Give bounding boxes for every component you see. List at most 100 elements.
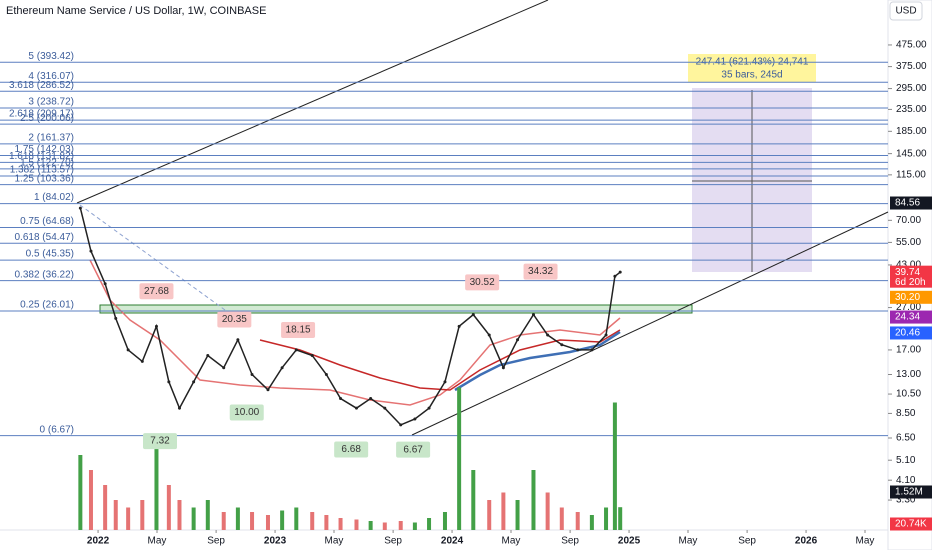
y-tick-label: 4.10 bbox=[896, 475, 916, 486]
price-badge bbox=[890, 196, 932, 210]
volume-bar bbox=[501, 492, 506, 530]
low-badge bbox=[396, 441, 431, 458]
y-tick-label: 3.30 bbox=[896, 495, 916, 506]
price-line bbox=[79, 207, 621, 426]
fib-label: 2 (161.37) bbox=[28, 132, 74, 143]
price-point bbox=[177, 406, 181, 410]
price-point bbox=[413, 417, 417, 421]
moving-average bbox=[89, 259, 621, 406]
price-badge-label: 30.20 bbox=[895, 292, 920, 303]
price-point bbox=[560, 343, 564, 347]
price-point bbox=[126, 348, 130, 352]
volume-badge-label: 20.74K bbox=[895, 519, 927, 530]
volume-bar bbox=[559, 507, 564, 530]
y-tick-label: 13.00 bbox=[896, 369, 921, 380]
chart-title: Ethereum Name Service / US Dollar, 1W, C… bbox=[6, 5, 266, 17]
price-point bbox=[604, 333, 608, 337]
price-point bbox=[236, 338, 240, 342]
price-point bbox=[613, 274, 617, 278]
volume-bar bbox=[280, 510, 285, 530]
volume-bar bbox=[265, 515, 270, 530]
currency-label[interactable]: USD bbox=[895, 6, 916, 17]
price-point bbox=[140, 359, 144, 363]
volume-bar bbox=[78, 455, 83, 530]
fib-label: 2.618 (209.17) bbox=[9, 109, 74, 120]
price-point bbox=[206, 353, 210, 357]
price-badge bbox=[890, 310, 932, 324]
price-point bbox=[167, 380, 171, 384]
volume-bar bbox=[575, 512, 580, 530]
volume-bar bbox=[221, 512, 226, 530]
volume-bar bbox=[235, 507, 240, 530]
low-label: 6.67 bbox=[403, 444, 423, 455]
x-tick-label: Sep bbox=[384, 536, 402, 547]
price-badge bbox=[890, 290, 932, 304]
x-tick-label: Sep bbox=[561, 536, 579, 547]
volume-bar bbox=[515, 500, 520, 530]
high-label: 34.32 bbox=[528, 266, 553, 277]
high-label: 18.15 bbox=[286, 325, 311, 336]
volume-bar bbox=[166, 485, 171, 530]
volume-bar bbox=[382, 522, 387, 530]
volume-bar bbox=[338, 518, 343, 530]
high-label: 20.35 bbox=[222, 314, 247, 325]
high-badge bbox=[217, 311, 252, 328]
volume-bar bbox=[88, 470, 93, 530]
x-tick-label: 2024 bbox=[441, 536, 464, 547]
support-zone bbox=[99, 304, 693, 314]
price-point bbox=[154, 324, 158, 328]
low-badge bbox=[143, 433, 178, 450]
volume-bar bbox=[618, 507, 623, 530]
measure-text: 35 bars, 245d bbox=[721, 70, 782, 81]
volume-bar bbox=[126, 507, 131, 530]
low-badge bbox=[334, 441, 369, 458]
price-point bbox=[383, 406, 387, 410]
price-point bbox=[590, 348, 594, 352]
price-badge bbox=[890, 326, 932, 340]
price-point bbox=[354, 406, 358, 410]
fib-label: 1.618 (131.82) bbox=[9, 151, 74, 162]
price-point bbox=[576, 348, 580, 352]
fib-label: 5 (393.42) bbox=[28, 51, 74, 62]
currency-button[interactable] bbox=[889, 1, 923, 21]
price-point bbox=[471, 313, 475, 317]
x-tick-label: May bbox=[856, 536, 875, 547]
volume-bar bbox=[487, 500, 492, 530]
low-label: 7.32 bbox=[150, 436, 170, 447]
high-badge bbox=[281, 321, 316, 338]
x-tick-label: May bbox=[679, 536, 698, 547]
price-point bbox=[443, 380, 447, 384]
x-tick-label: 2025 bbox=[618, 536, 641, 547]
volume-bar bbox=[612, 402, 617, 530]
volume-bar bbox=[191, 507, 196, 530]
price-point bbox=[250, 373, 254, 377]
price-point bbox=[369, 397, 373, 401]
y-tick-label: 43.00 bbox=[896, 260, 921, 271]
fib-label: 1.75 (142.03) bbox=[15, 144, 75, 155]
price-point bbox=[78, 206, 82, 210]
volume-bar bbox=[177, 500, 182, 530]
x-tick-label: May bbox=[325, 536, 344, 547]
volume-bar bbox=[140, 500, 145, 530]
volume-bar bbox=[103, 485, 108, 530]
price-point bbox=[192, 380, 196, 384]
price-badge-label: 84.56 bbox=[895, 198, 920, 209]
low-label: 10.00 bbox=[234, 407, 259, 418]
fib-label: 0.382 (36.22) bbox=[15, 269, 75, 280]
x-tick-label: May bbox=[148, 536, 167, 547]
y-tick-label: 115.00 bbox=[896, 169, 926, 180]
fib-label: 3.618 (286.52) bbox=[9, 80, 74, 91]
y-tick-label: 475.00 bbox=[896, 40, 927, 51]
moving-average bbox=[454, 330, 621, 392]
price-point bbox=[339, 397, 343, 401]
price-point bbox=[457, 324, 461, 328]
fib-label: 0.25 (26.01) bbox=[20, 300, 74, 311]
high-label: 27.68 bbox=[144, 286, 169, 297]
price-point bbox=[114, 316, 118, 320]
y-tick-label: 6.50 bbox=[896, 433, 916, 444]
fib-label: 0.75 (64.68) bbox=[20, 216, 74, 227]
volume-bar bbox=[412, 522, 417, 530]
price-point bbox=[310, 353, 314, 357]
y-tick-label: 27.00 bbox=[896, 302, 921, 313]
fib-label: 3 (238.72) bbox=[28, 97, 74, 108]
